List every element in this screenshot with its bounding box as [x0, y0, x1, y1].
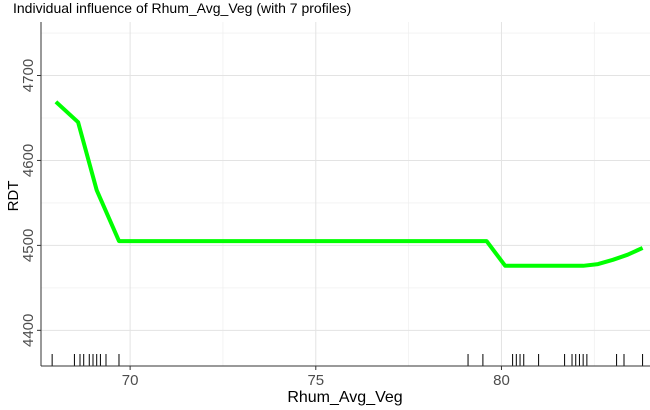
major-gridlines: [41, 22, 650, 366]
chart-title: Individual influence of Rhum_Avg_Veg (wi…: [13, 0, 352, 16]
axes: [40, 22, 650, 367]
x-tick-label: 75: [307, 372, 324, 389]
rug-marks: [51, 354, 644, 366]
series-group: [54, 100, 644, 268]
x-axis-title: Rhum_Avg_Veg: [287, 389, 402, 406]
series-line: [54, 100, 644, 268]
minor-gridlines: [41, 22, 650, 366]
y-tick-label: 4700: [20, 59, 37, 92]
y-axis-title: RDT: [5, 181, 22, 212]
y-ticks: 4400 4500 4600 4700: [20, 59, 41, 347]
x-tick-label: 80: [493, 372, 510, 389]
y-tick-label: 4500: [20, 229, 37, 262]
x-tick-label: 70: [122, 372, 139, 389]
y-tick-label: 4600: [20, 144, 37, 177]
y-tick-label: 4400: [20, 314, 37, 347]
x-ticks: 70 75 80: [122, 366, 510, 389]
